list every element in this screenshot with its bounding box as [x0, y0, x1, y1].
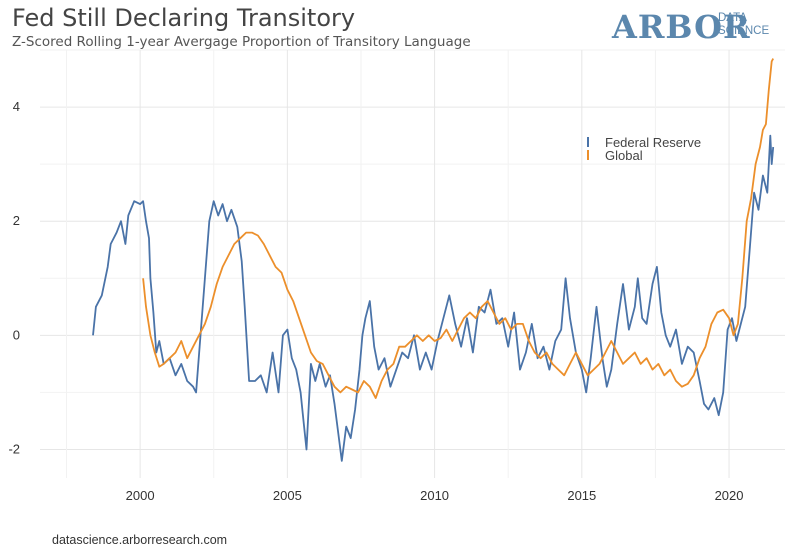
logo-subtext-data: DATA [718, 12, 747, 24]
axis-tick-labels: -2 0 2 4 2000 2005 2010 2015 2020 [8, 99, 743, 503]
series-lines [92, 58, 775, 462]
x-tick-label: 2000 [126, 488, 155, 503]
y-tick-label: 2 [13, 213, 20, 228]
x-tick-label: 2010 [420, 488, 449, 503]
chart-subtitle: Z-Scored Rolling 1-year Avergage Proport… [12, 34, 471, 50]
series-line-federal-reserve [92, 134, 775, 462]
x-tick-label: 2015 [567, 488, 596, 503]
x-tick-label: 2020 [715, 488, 744, 503]
legend-label-global: Global [605, 148, 643, 163]
x-tick-label: 2005 [273, 488, 302, 503]
logo-subtext-science: SCIENCE [718, 25, 770, 37]
y-tick-label: 0 [13, 327, 20, 342]
chart-title: Fed Still Declaring Transitory [12, 4, 356, 32]
legend-label-federal-reserve: Federal Reserve [605, 135, 701, 150]
grid-lines [40, 49, 785, 478]
y-tick-label: 4 [13, 99, 20, 114]
series-line-global [142, 58, 774, 399]
logo-word: ARBOR [612, 8, 751, 46]
source-footer: datascience.arborresearch.com [52, 533, 228, 547]
y-tick-label: -2 [8, 441, 20, 456]
